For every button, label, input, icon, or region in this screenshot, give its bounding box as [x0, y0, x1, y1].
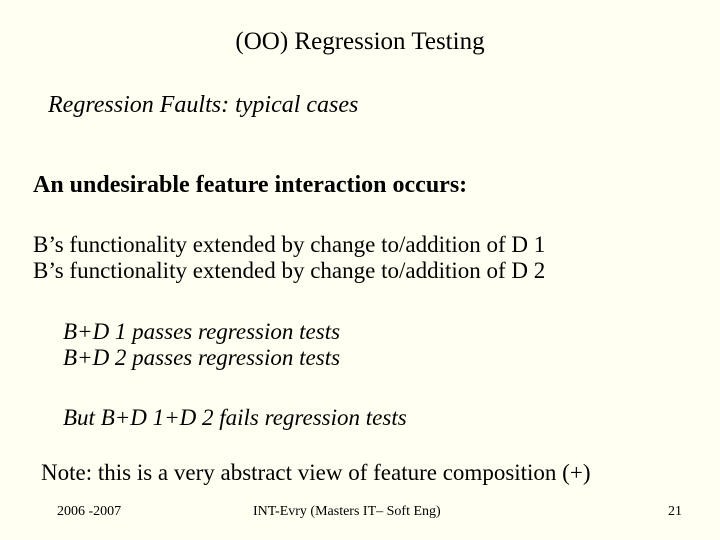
body-italic-3: But B+D 1+D 2 fails regression tests [63, 405, 407, 431]
slide-subtitle: Regression Faults: typical cases [48, 92, 358, 119]
footer-center: INT-Evry (Masters IT– Soft Eng) [253, 504, 441, 520]
footer-right: 21 [668, 504, 682, 520]
body-line-2: B’s functionality extended by change to/… [33, 258, 545, 284]
body-line-1: B’s functionality extended by change to/… [33, 232, 545, 258]
slide-title: (OO) Regression Testing [0, 28, 720, 56]
footer-left: 2006 -2007 [57, 504, 121, 520]
slide-note: Note: this is a very abstract view of fe… [41, 460, 590, 486]
body-italic-1: B+D 1 passes regression tests [63, 319, 340, 345]
section-heading: An undesirable feature interaction occur… [33, 172, 467, 199]
body-italic-2: B+D 2 passes regression tests [63, 345, 340, 371]
slide: (OO) Regression Testing Regression Fault… [0, 0, 720, 540]
